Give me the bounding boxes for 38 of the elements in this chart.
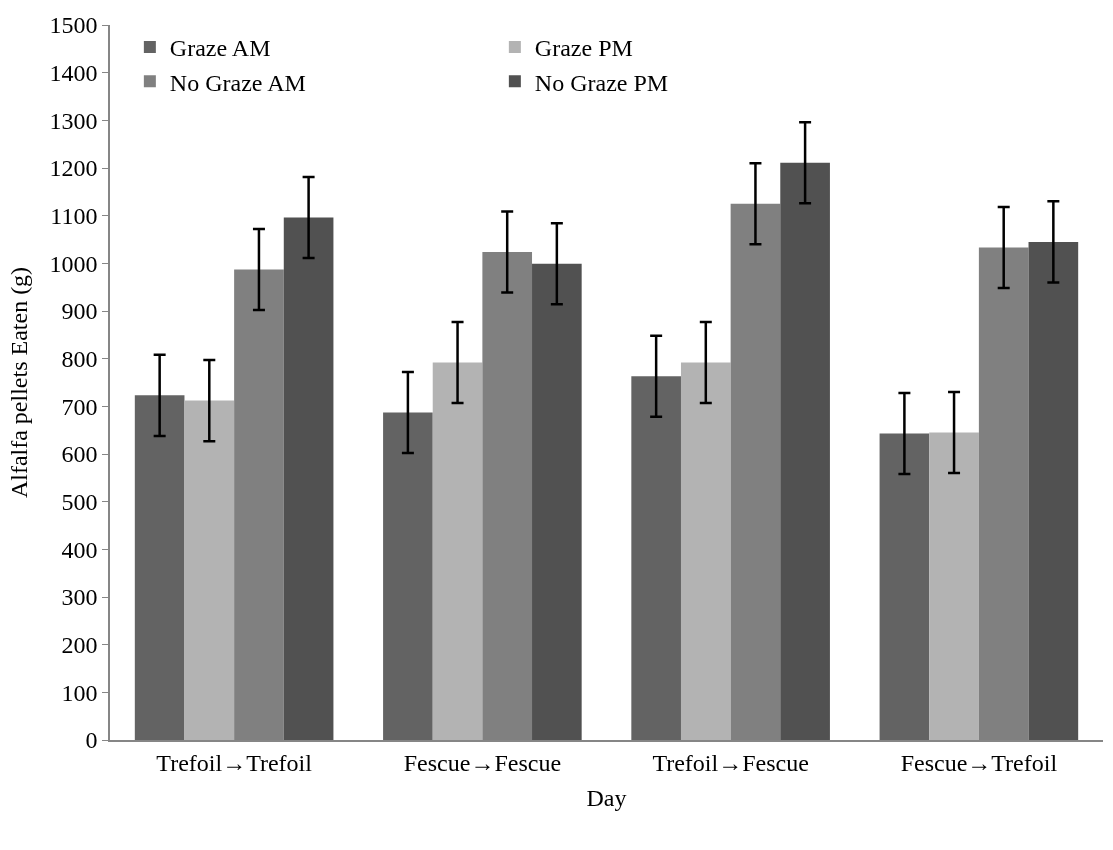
x-tick-label: Fescue→Trefoil [900, 749, 1058, 776]
legend-label: No Graze AM [169, 69, 306, 96]
x-tick-label: Trefoil→Fescue [652, 749, 809, 776]
y-tick-label: 0 [85, 727, 98, 754]
bar [532, 263, 582, 740]
x-tick-label: Fescue→Fescue [403, 749, 562, 776]
y-tick-label: 100 [61, 679, 98, 706]
y-tick-label: 1200 [49, 155, 98, 182]
y-tick-label: 200 [61, 632, 98, 659]
bar [383, 412, 433, 740]
y-tick-label: 1300 [49, 107, 98, 134]
bar [680, 362, 731, 740]
bar [929, 432, 979, 740]
bar [134, 395, 185, 740]
y-tick-label: 900 [61, 298, 98, 325]
y-axis-title: Alfalfa pellets Eaten (g) [6, 266, 33, 499]
y-tick-label: 500 [61, 489, 98, 516]
bar [184, 400, 235, 740]
bar [1028, 241, 1079, 740]
y-tick-label: 1500 [49, 12, 98, 39]
x-tick-label: Trefoil→Trefoil [156, 749, 313, 776]
bar [432, 362, 483, 740]
y-tick-label: 300 [61, 584, 98, 611]
legend-label: Graze AM [169, 35, 271, 62]
legend-label: Graze PM [534, 35, 633, 62]
y-tick-label: 1000 [49, 250, 98, 277]
x-axis-title: Day [586, 785, 627, 812]
bar [780, 162, 830, 740]
bar [283, 217, 334, 740]
y-tick-label: 1100 [50, 203, 98, 230]
y-tick-label: 1400 [49, 60, 98, 87]
bar [631, 376, 681, 740]
bar [879, 433, 930, 740]
y-tick-label: 800 [61, 346, 98, 373]
legend-label: No Graze PM [534, 69, 669, 96]
y-tick-label: 400 [61, 536, 98, 563]
y-tick-label: 700 [61, 393, 98, 420]
y-tick-label: 600 [61, 441, 98, 468]
